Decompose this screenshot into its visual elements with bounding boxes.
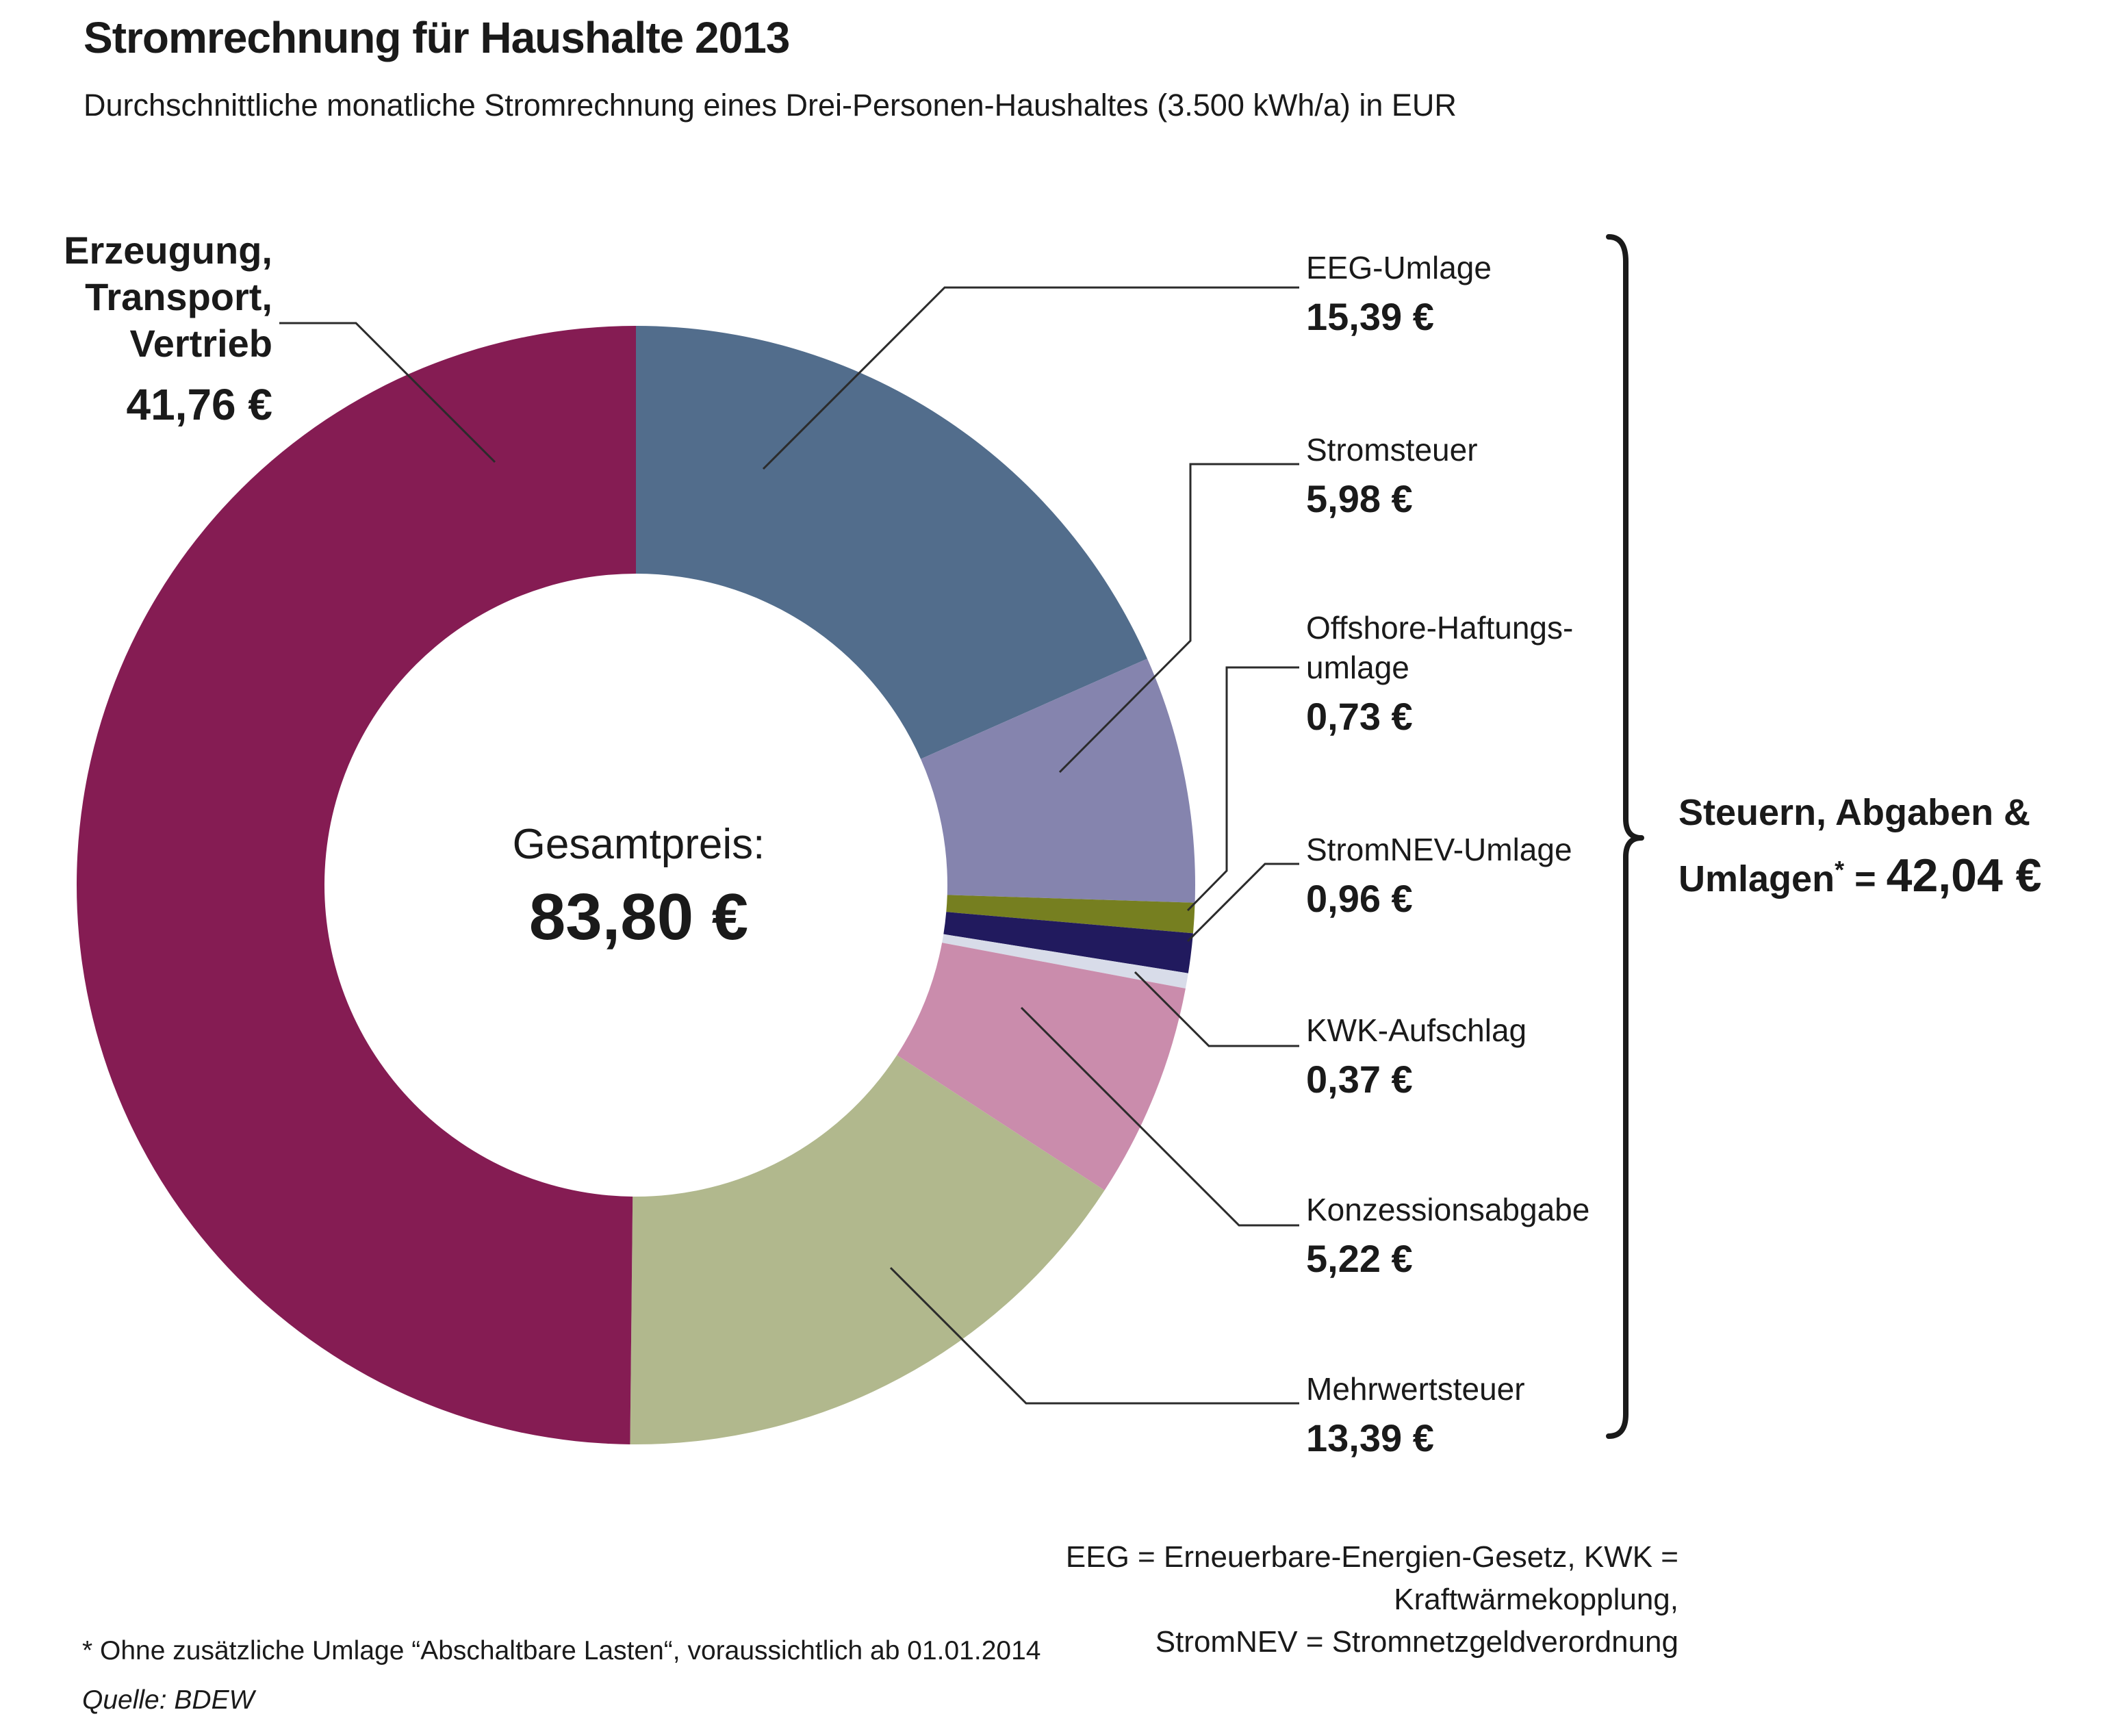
donut-segment-offshore bbox=[946, 895, 1195, 934]
leader-line-erzeugung bbox=[279, 322, 496, 463]
segment-callout-eeg: EEG-Umlage 15,39 € bbox=[1306, 248, 1689, 339]
donut-segment-stromsteuer bbox=[921, 659, 1195, 903]
footnote: * Ohne zusätzliche Umlage “Abschaltbare … bbox=[82, 1636, 1041, 1665]
segment-value: 5,22 € bbox=[1306, 1237, 1413, 1280]
abbreviation-line: EEG = Erneuerbare-Energien-Gesetz, KWK =… bbox=[1065, 1540, 1678, 1616]
segment-name: umlage bbox=[1306, 650, 1409, 685]
segment-label-line: Transport, bbox=[85, 275, 272, 318]
group-summary-line1: Steuern, Abgaben & bbox=[1678, 792, 2031, 833]
segment-label-erzeugung: Erzeugung, Transport, Vertrieb 41,76 € bbox=[40, 227, 272, 430]
donut-segment-konzession bbox=[897, 943, 1186, 1190]
abbreviation-line: StromNEV = Stromnetzgeldverordnung bbox=[1155, 1625, 1678, 1659]
segment-value: 0,96 € bbox=[1306, 877, 1413, 920]
segment-name: StromNEV-Umlage bbox=[1306, 832, 1572, 867]
leader-line-stromnev bbox=[1186, 863, 1299, 943]
donut-segment-stromnev bbox=[943, 912, 1193, 973]
page-subtitle: Durchschnittliche monatliche Stromrechnu… bbox=[84, 88, 1457, 123]
segment-name: Stromsteuer bbox=[1306, 432, 1478, 468]
segment-value: 13,39 € bbox=[1306, 1416, 1434, 1459]
segment-callout-konzession: Konzessionsabgabe 5,22 € bbox=[1306, 1190, 1689, 1281]
donut-segment-erzeugung bbox=[76, 326, 637, 1444]
donut-segment-eeg bbox=[636, 326, 1148, 759]
source-credit: Quelle: BDEW bbox=[82, 1685, 255, 1715]
segment-label-line: Vertrieb bbox=[129, 322, 272, 365]
leader-line-kwk bbox=[1134, 971, 1299, 1047]
segment-callout-stromnev: StromNEV-Umlage 0,96 € bbox=[1306, 830, 1689, 921]
segment-callout-kwk: KWK-Aufschlag 0,37 € bbox=[1306, 1010, 1689, 1101]
total-value: 83,80 € bbox=[528, 880, 749, 954]
segment-callout-stromsteuer: Stromsteuer 5,98 € bbox=[1306, 430, 1689, 521]
segment-name: Mehrwertsteuer bbox=[1306, 1371, 1525, 1407]
donut-segments bbox=[76, 326, 1195, 1444]
segment-value: 41,76 € bbox=[126, 380, 272, 429]
group-summary-value: 42,04 € bbox=[1886, 850, 2042, 902]
segment-name: EEG-Umlage bbox=[1306, 250, 1492, 285]
group-bracket bbox=[1606, 234, 1644, 1439]
segment-value: 5,98 € bbox=[1306, 477, 1413, 520]
leader-lines bbox=[279, 286, 1299, 1405]
group-summary-line2: Umlagen* = 42,04 € bbox=[1678, 849, 2117, 902]
segment-value: 0,37 € bbox=[1306, 1058, 1413, 1101]
segment-value: 15,39 € bbox=[1306, 295, 1434, 338]
segment-callout-mwst: Mehrwertsteuer 13,39 € bbox=[1306, 1369, 1689, 1460]
segment-callout-offshore: Offshore-Haftungs-umlage 0,73 € bbox=[1306, 608, 1689, 739]
donut-segment-kwk bbox=[942, 934, 1188, 989]
donut-center-total: Gesamtpreis: 83,80 € bbox=[331, 820, 947, 955]
segment-name: KWK-Aufschlag bbox=[1306, 1012, 1527, 1048]
group-summary-prefix: Umlagen bbox=[1678, 858, 1835, 899]
segment-label-line: Erzeugung, bbox=[64, 229, 272, 272]
segment-name: Offshore-Haftungs- bbox=[1306, 610, 1574, 646]
abbreviation-key: EEG = Erneuerbare-Energien-Gesetz, KWK =… bbox=[787, 1536, 1678, 1663]
donut-segment-mwst bbox=[630, 1055, 1105, 1444]
leader-line-stromsteuer bbox=[1058, 463, 1299, 774]
total-label: Gesamtpreis: bbox=[512, 821, 765, 868]
leader-line-eeg bbox=[762, 286, 1299, 470]
leader-line-offshore bbox=[1186, 666, 1299, 912]
asterisk-marker: * bbox=[1835, 856, 1845, 884]
group-summary: Steuern, Abgaben & Umlagen* = 42,04 € bbox=[1678, 789, 2117, 902]
leader-line-konzession bbox=[1020, 1006, 1299, 1227]
group-summary-eq: = bbox=[1844, 858, 1887, 899]
leader-line-mwst bbox=[889, 1266, 1299, 1405]
segment-value: 0,73 € bbox=[1306, 695, 1413, 738]
segment-name: Konzessionsabgabe bbox=[1306, 1192, 1590, 1227]
page-title: Stromrechnung für Haushalte 2013 bbox=[84, 13, 790, 62]
